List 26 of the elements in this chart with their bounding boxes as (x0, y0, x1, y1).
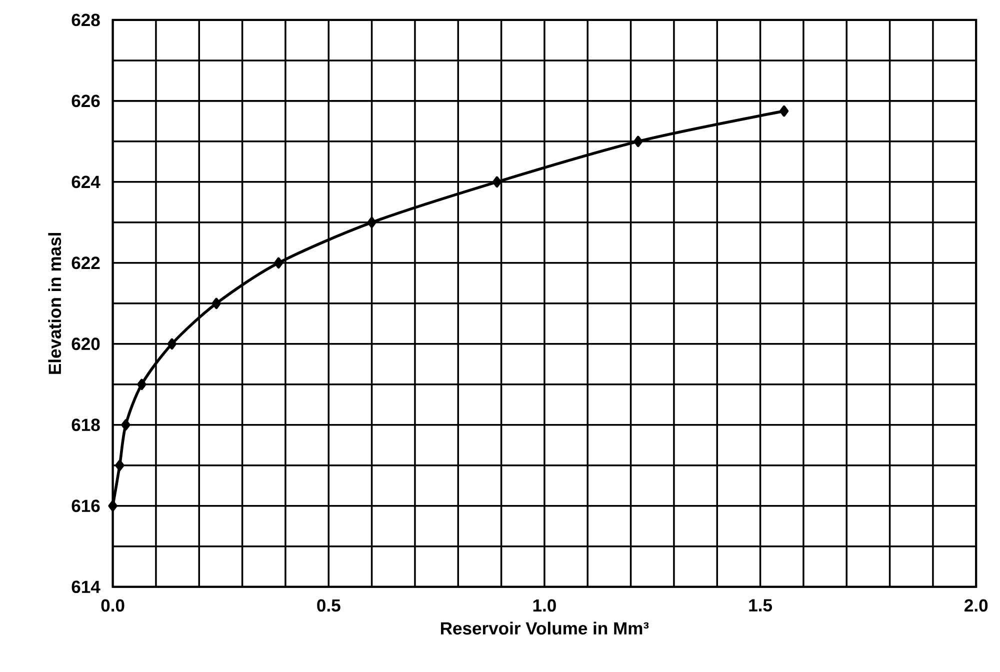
point (634, 136, 643, 148)
x-tick-label: 1.0 (533, 599, 556, 612)
x-axis-title: Reservoir Volume in Mm³ (441, 622, 649, 635)
x-tick-label: 0.0 (101, 599, 124, 612)
y-tick-label: 614 (72, 580, 100, 594)
y-tick-label: 628 (72, 14, 100, 26)
y-tick-label: 624 (72, 176, 100, 188)
y-tick-label: 620 (72, 338, 100, 350)
y-axis-title: Elevation in masl (48, 233, 62, 374)
point (121, 419, 130, 431)
x-tick-label: 0.5 (317, 599, 340, 612)
point (212, 298, 221, 310)
point (108, 500, 118, 512)
point (115, 460, 124, 472)
x-tick-label: 1.5 (749, 599, 772, 612)
point (274, 257, 284, 269)
x-tick-label: 2.0 (964, 599, 988, 612)
point (492, 176, 502, 188)
point (167, 338, 176, 350)
y-tick-label: 618 (72, 418, 100, 432)
point (367, 216, 376, 228)
y-tick-label: 616 (72, 500, 100, 512)
y-tick-label: 622 (72, 256, 100, 270)
point (779, 106, 789, 117)
y-tick-label: 626 (72, 94, 100, 108)
point (137, 378, 146, 390)
